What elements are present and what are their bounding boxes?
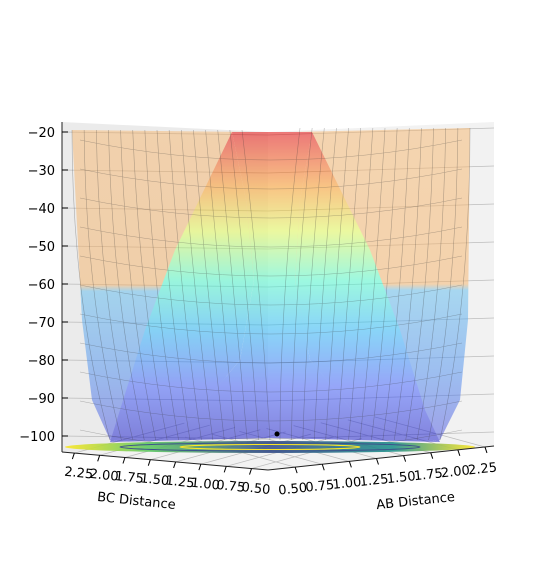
y-tick-mark <box>173 461 177 469</box>
y-tick-label: 0.50 <box>241 480 271 498</box>
y-tick-mark <box>122 457 126 464</box>
mesh-line <box>229 129 259 441</box>
mesh-line <box>79 400 463 422</box>
mesh-line <box>71 129 111 441</box>
contour-line <box>179 444 361 450</box>
mesh-line <box>108 129 145 441</box>
z-tick-label: −70 <box>28 316 55 331</box>
mesh-line <box>382 127 410 441</box>
y-tick-label: 1.75 <box>114 469 144 487</box>
surface-right-slope <box>295 132 440 442</box>
x-tick-label: 1.50 <box>386 469 416 487</box>
mesh-line <box>168 129 202 441</box>
mesh-line <box>416 127 447 441</box>
y-tick-mark <box>71 452 75 460</box>
energy-surface <box>72 128 470 442</box>
mesh-line <box>291 127 313 441</box>
surface-valley <box>110 132 440 442</box>
mesh-line <box>180 129 214 441</box>
x-tick-mark <box>457 449 461 456</box>
mesh-line <box>120 129 157 441</box>
x-tick-label: 1.25 <box>359 472 389 490</box>
y-tick-label: 1.00 <box>190 476 220 494</box>
x-tick-label: 1.75 <box>413 466 443 484</box>
mesh-line <box>79 371 463 393</box>
mesh-line <box>439 127 471 441</box>
mesh-line <box>156 129 191 441</box>
y-tick-mark <box>249 468 252 475</box>
y-tick-mark <box>97 455 101 462</box>
x-tick-label: 1.00 <box>332 475 362 493</box>
mesh-line <box>79 197 463 219</box>
y-tick-mark <box>223 466 227 473</box>
mesh-line <box>241 129 271 441</box>
z-tick-label: −50 <box>28 240 55 255</box>
mesh-line <box>132 129 168 441</box>
mesh-line <box>79 168 463 190</box>
mesh-line <box>193 129 225 441</box>
mesh-line <box>371 127 398 441</box>
x-axis-line <box>267 445 495 471</box>
x-tick-label: 0.50 <box>278 481 308 499</box>
mesh-line <box>79 226 463 248</box>
mesh-line <box>279 127 301 441</box>
x-tick-mark <box>321 464 325 471</box>
z-tick-label: −100 <box>19 430 55 445</box>
mesh-line <box>217 129 248 441</box>
contour-line <box>119 442 421 452</box>
x-tick-mark <box>376 458 379 465</box>
surface-left-slope <box>110 132 254 442</box>
y-tick-label: 2.25 <box>64 465 94 483</box>
mesh-line <box>302 127 325 441</box>
mesh-line <box>405 127 434 441</box>
mesh-line <box>79 255 463 277</box>
y-tick-label: 2.00 <box>89 467 119 485</box>
surface-mesh <box>71 127 471 451</box>
mesh-line <box>95 129 134 441</box>
y-tick-mark <box>147 459 151 466</box>
y-tick-label: 0.75 <box>215 478 245 496</box>
mesh-line <box>79 284 463 306</box>
z-tick-label: −80 <box>28 354 55 369</box>
x-tick-mark <box>430 452 434 459</box>
z-tick-label: −40 <box>28 202 55 217</box>
z-axis-ticks: −20 −30 −40 −50 −60 −70 −80 −90 −100 <box>19 126 68 445</box>
x-tick-mark <box>294 466 298 474</box>
x-tick-mark <box>484 446 488 454</box>
mesh-line <box>79 313 463 335</box>
x-tick-mark <box>403 455 407 462</box>
floor-contours <box>65 441 475 453</box>
mesh-line <box>325 127 349 441</box>
x-axis-ticks: 0.500.751.001.251.501.752.002.25 <box>278 446 498 499</box>
mesh-line <box>79 139 463 161</box>
axis-edges <box>61 122 495 471</box>
mesh-line <box>83 129 122 441</box>
mesh-line <box>393 127 422 441</box>
mesh-line <box>428 127 459 441</box>
y-axis-line <box>61 451 269 471</box>
mesh-line <box>144 129 179 441</box>
y-tick-label: 1.50 <box>139 471 169 489</box>
mesh-line <box>359 127 386 441</box>
x-tick-mark <box>348 461 352 468</box>
y-axis-ticks: 2.252.001.751.501.251.000.750.50 <box>64 452 271 498</box>
z-tick-label: −90 <box>28 392 55 407</box>
mesh-line <box>313 127 337 441</box>
mesh-line <box>336 127 362 441</box>
y-tick-label: 1.25 <box>165 473 195 491</box>
x-axis-label: AB Distance <box>376 490 456 513</box>
mesh-line <box>205 129 237 441</box>
y-tick-mark <box>198 463 202 471</box>
mesh-line <box>348 127 374 441</box>
y-axis-label: BC Distance <box>96 490 176 513</box>
x-tick-label: 0.75 <box>305 478 335 496</box>
minimum-marker <box>274 431 280 437</box>
z-tick-label: −20 <box>28 126 55 141</box>
mesh-line <box>79 342 463 364</box>
z-tick-label: −30 <box>28 164 55 179</box>
x-tick-label: 2.00 <box>440 463 470 481</box>
z-tick-label: −60 <box>28 278 55 293</box>
x-tick-label: 2.25 <box>467 461 497 479</box>
